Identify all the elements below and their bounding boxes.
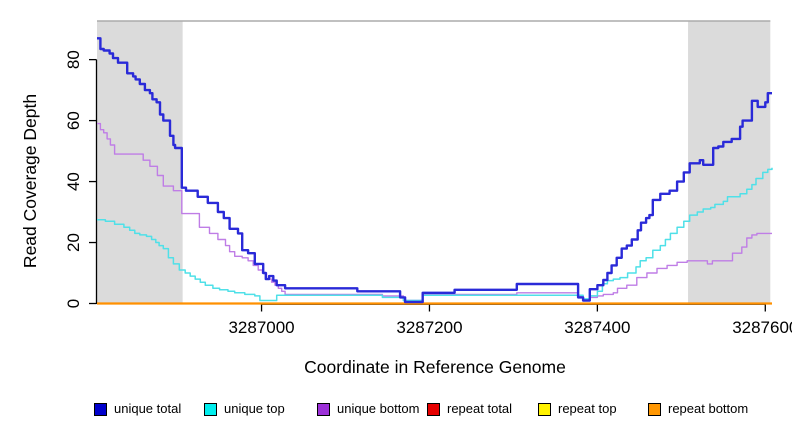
legend-label: repeat bottom xyxy=(668,401,749,416)
series-unique-top xyxy=(97,167,773,302)
legend-swatch-icon xyxy=(94,402,107,416)
legend-swatch-icon xyxy=(317,402,330,416)
legend-item: unique bottom xyxy=(317,401,419,417)
legend-label: unique total xyxy=(114,401,182,416)
legend-swatch-icon xyxy=(427,402,440,416)
legend-label: unique bottom xyxy=(337,401,420,416)
right-repeat-region xyxy=(688,20,771,304)
legend-swatch-icon xyxy=(648,402,661,416)
legend-item: unique total xyxy=(94,401,181,417)
x-tick-label: 3287600 xyxy=(732,318,792,337)
y-tick-label: 40 xyxy=(64,172,83,191)
legend-swatch-icon xyxy=(204,402,217,416)
left-repeat-region xyxy=(97,20,183,304)
y-tick-label: 20 xyxy=(64,233,83,252)
y-tick-label: 0 xyxy=(64,299,83,308)
x-axis-title: Coordinate in Reference Genome xyxy=(304,357,566,377)
legend-item: repeat total xyxy=(427,401,512,417)
legend-item: repeat top xyxy=(538,401,617,417)
y-tick-label: 60 xyxy=(64,111,83,130)
legend-swatch-icon xyxy=(538,402,551,416)
legend-label: repeat top xyxy=(558,401,617,416)
shaded-regions-layer xyxy=(97,20,771,304)
legend-label: unique top xyxy=(224,401,285,416)
legend-item: unique top xyxy=(204,401,285,417)
series-unique-total xyxy=(97,37,772,304)
series-layer xyxy=(97,37,773,305)
x-tick-label: 3287200 xyxy=(396,318,462,337)
legend: unique total unique top unique bottom re… xyxy=(0,401,792,423)
legend-label: repeat total xyxy=(447,401,513,416)
x-tick-label: 3287000 xyxy=(228,318,294,337)
legend-item: repeat bottom xyxy=(648,401,748,417)
series-unique-bottom xyxy=(97,122,772,302)
y-tick-label: 80 xyxy=(64,50,83,69)
x-tick-label: 3287400 xyxy=(564,318,630,337)
y-axis-title: Read Coverage Depth xyxy=(20,94,40,268)
